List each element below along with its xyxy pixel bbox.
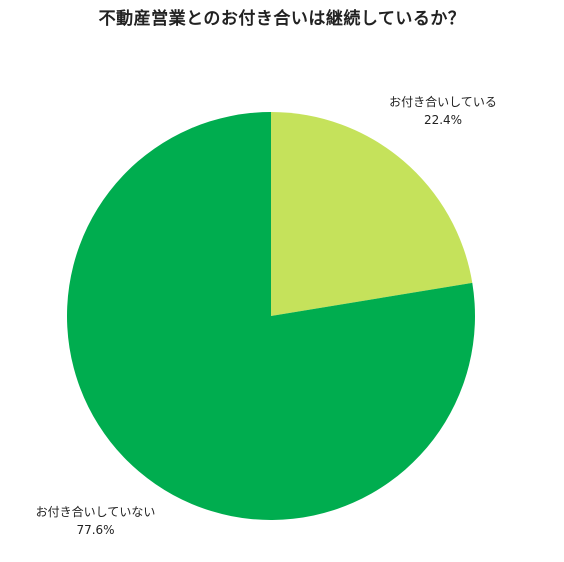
slice-label-not-continuing: お付き合いしていない 77.6% [8, 503, 183, 539]
slice-label-not-continuing-value: 77.6% [76, 523, 115, 537]
pie-slice-not-continuing [67, 112, 476, 520]
slice-label-continuing-value: 22.4% [423, 113, 463, 127]
slice-label-continuing: お付き合いしている 22.4% [363, 93, 523, 129]
chart-title: 不動産営業とのお付き合いは継続しているか？ [98, 9, 466, 29]
slice-label-not-continuing-name: お付き合いしていない [35, 505, 156, 519]
slice-label-continuing-name: お付き合いしている [389, 95, 497, 109]
pie-slices [67, 112, 476, 520]
pie-slice-continuing [271, 112, 473, 316]
